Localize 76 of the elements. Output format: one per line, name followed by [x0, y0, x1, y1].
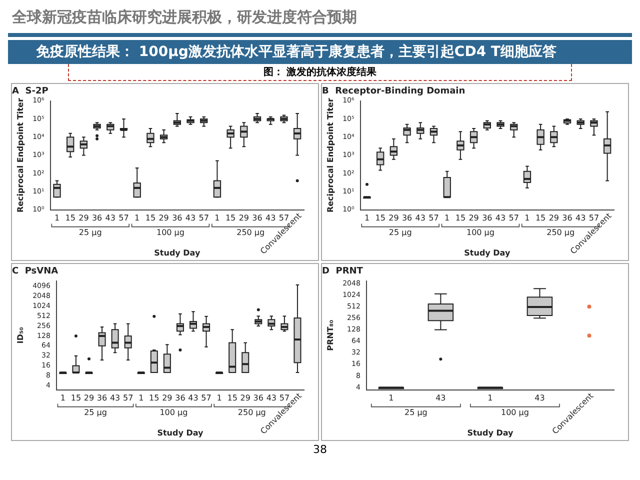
x-tick-label: 1 [524, 214, 530, 223]
x-tick-label: 15 [70, 394, 82, 403]
x-tick-label: 36 [482, 214, 492, 223]
x-tick-label: 29 [84, 394, 94, 403]
x-tick-label: 15 [375, 214, 386, 223]
x-axis-title: Study Day [157, 428, 204, 438]
x-tick-label: 1 [134, 214, 140, 223]
x-tick-label: 1 [54, 214, 60, 223]
x-tick-label: 1 [444, 214, 450, 223]
x-tick-label: 36 [252, 214, 262, 223]
text: 25 μg [84, 408, 107, 417]
y-axis-title: Reciprocal Endpoint Titer [326, 98, 335, 213]
x-tick-label: 15 [65, 214, 76, 223]
x-tick-label: 29 [158, 214, 169, 223]
x-tick-label: 15 [149, 394, 160, 403]
text: 38 [313, 443, 327, 456]
x-tick-label: 29 [468, 214, 479, 223]
x-tick-label: 36 [253, 394, 264, 403]
x-tick-label: 43 [495, 214, 506, 223]
x-tick-label: 36 [96, 394, 108, 403]
text: 图： 激发的抗体浓度结果 [68, 64, 572, 81]
chart-title: A S-2P [12, 86, 49, 97]
x-axis-title: Study Day [467, 428, 514, 438]
text: 免疫原性结果： 100μg激发抗体水平显著高于康复患者，主要引起CD4 T细胞应答 [8, 40, 632, 64]
text: 全球新冠疫苗临床研究进展积极，研发进度符合预期 [12, 8, 358, 27]
x-tick-label: 29 [240, 394, 250, 403]
x-tick-label: 57 [198, 214, 209, 223]
y-axis-title: Reciprocal Endpoint Titer [16, 98, 25, 213]
x-tick-label: 43 [105, 214, 116, 223]
x-tick-label: 43 [436, 394, 446, 403]
x-tick-label: 29 [388, 214, 399, 223]
x-axis-title: Study Day [154, 248, 201, 258]
chart-title: D PRNT [322, 266, 364, 277]
text: 25 μg [78, 228, 102, 237]
x-tick-label: 57 [118, 214, 129, 223]
x-tick-label: 36 [92, 214, 102, 223]
x-axis-title: Study Day [464, 248, 511, 258]
x-tick-label: 36 [402, 214, 412, 223]
x-tick-label: 1 [60, 394, 66, 403]
x-tick-label: 15 [227, 394, 238, 403]
x-tick-label: 29 [78, 214, 89, 223]
x-tick-label: 43 [110, 394, 120, 403]
x-tick-label: 57 [428, 214, 439, 223]
chart-title: B Receptor-Binding Domain [322, 86, 466, 97]
x-tick-label: 1 [388, 394, 394, 403]
x-tick-label: 43 [188, 394, 198, 403]
text: 100 μg [156, 228, 184, 237]
x-tick-label: 36 [175, 394, 186, 403]
x-tick-label: 15 [145, 214, 156, 223]
x-tick-label: 57 [122, 394, 134, 403]
x-tick-label: 15 [535, 214, 546, 223]
x-tick-label: 29 [548, 214, 560, 223]
x-tick-label: 1 [214, 214, 220, 223]
chart-title: C PsVNA [12, 266, 58, 277]
x-tick-label: 29 [238, 214, 250, 223]
x-tick-label: 57 [508, 214, 519, 223]
x-tick-label: 43 [415, 214, 426, 223]
text: 100 μg [160, 408, 188, 417]
x-tick-label: 15 [455, 214, 466, 223]
x-tick-label: 57 [201, 394, 212, 403]
x-tick-label: 1 [138, 394, 144, 403]
x-tick-label: 43 [185, 214, 196, 223]
y-axis-title: ID₅₀ [16, 326, 25, 344]
text: 100 μg [500, 408, 529, 417]
x-tick-label: 1 [488, 394, 493, 403]
text: 100 μg [466, 228, 494, 237]
x-tick-label: 29 [162, 394, 172, 403]
x-tick-label: 36 [562, 214, 572, 223]
x-tick-label: 1 [216, 394, 222, 403]
y-axis-title: PRNT₈₀ [326, 319, 335, 351]
x-tick-label: 43 [534, 394, 545, 403]
text: 25 μg [404, 408, 428, 417]
x-tick-label: 36 [172, 214, 182, 223]
x-tick-label: 1 [364, 214, 370, 223]
text: 25 μg [388, 228, 412, 237]
x-tick-label: 15 [225, 214, 236, 223]
